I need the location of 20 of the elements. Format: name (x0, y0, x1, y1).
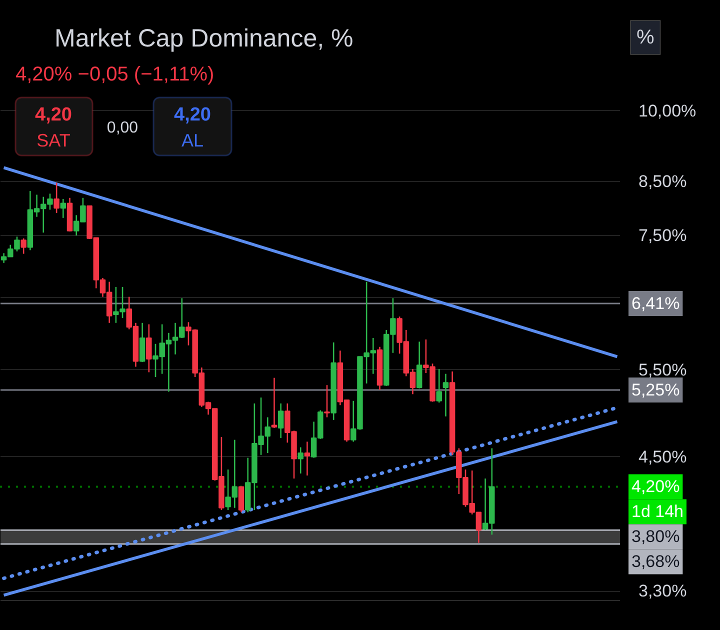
text: % (636, 26, 654, 48)
y-tick-label: 4,50% (638, 447, 687, 466)
text: 1d 14h (632, 502, 684, 522)
y-tick-label: 10,00% (638, 101, 696, 120)
annotation: 4,20 (174, 104, 211, 126)
y-tick-label: 3,30% (638, 582, 687, 601)
annotation: 0,00 (106, 120, 138, 136)
y-tick-label: 5,50% (638, 360, 687, 380)
y-tick-label: 8,50% (638, 172, 687, 191)
y-tick-label: 7,50% (638, 226, 687, 245)
annotation: SAT (36, 130, 70, 150)
legend-label: 3,68% (632, 552, 680, 572)
ref-line-label: 4,20% (632, 477, 680, 496)
annotation: 4,20 (35, 104, 72, 126)
text: Market Cap Dominance, % (54, 24, 354, 52)
annotation: AL (181, 130, 204, 150)
ref-line-label: 6,41% (632, 294, 680, 314)
annotation: 4,20% −0,05 (−1,11%) (16, 64, 214, 86)
ref-line-label: 5,25% (632, 380, 680, 400)
ref-line-label: 3,80% (632, 527, 680, 546)
